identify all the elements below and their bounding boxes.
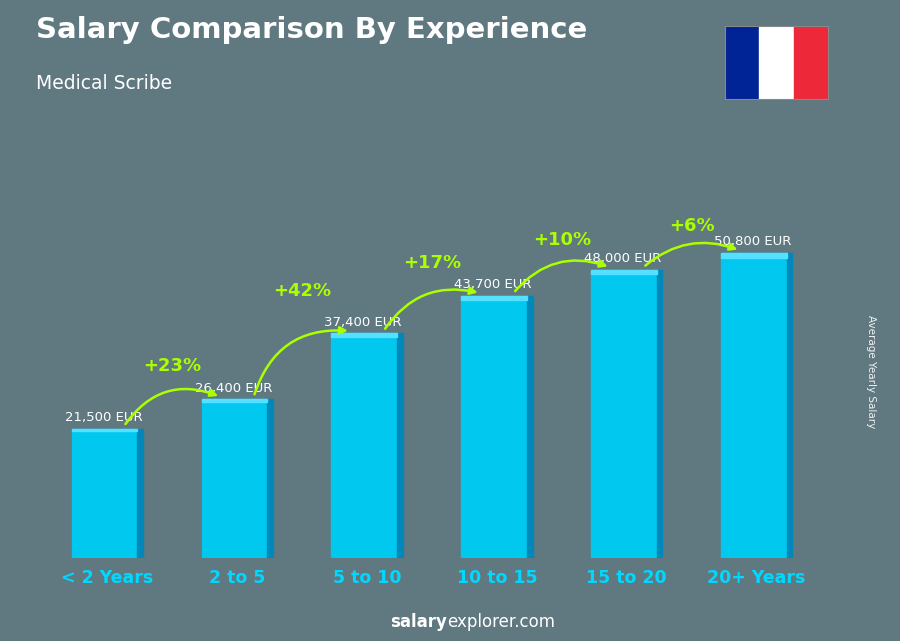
Text: Medical Scribe: Medical Scribe (36, 74, 172, 93)
Bar (202, 399, 267, 558)
Bar (202, 399, 267, 402)
Bar (794, 26, 828, 99)
Bar (724, 26, 759, 99)
Bar (461, 296, 526, 299)
Bar (657, 270, 662, 558)
Text: salary: salary (391, 613, 447, 631)
Bar (331, 333, 397, 337)
Bar (397, 333, 403, 558)
Text: 50,800 EUR: 50,800 EUR (714, 235, 791, 248)
Bar (72, 429, 138, 431)
Bar (461, 296, 526, 558)
Bar (721, 253, 787, 258)
Text: +10%: +10% (533, 231, 591, 249)
Bar (759, 26, 794, 99)
Text: 26,400 EUR: 26,400 EUR (194, 381, 272, 395)
Text: 21,500 EUR: 21,500 EUR (65, 411, 142, 424)
Bar (787, 253, 792, 558)
Text: +17%: +17% (403, 254, 461, 272)
Bar (72, 429, 138, 558)
Text: 48,000 EUR: 48,000 EUR (584, 252, 662, 265)
Bar (721, 253, 787, 558)
Bar (591, 270, 657, 558)
Bar (331, 333, 397, 558)
Text: +23%: +23% (143, 358, 202, 376)
Bar (138, 429, 143, 558)
Bar (526, 296, 533, 558)
Text: +42%: +42% (273, 283, 331, 301)
Text: explorer.com: explorer.com (447, 613, 555, 631)
Bar (267, 399, 273, 558)
Text: +6%: +6% (669, 217, 715, 235)
Text: Salary Comparison By Experience: Salary Comparison By Experience (36, 16, 587, 44)
Text: Average Yearly Salary: Average Yearly Salary (866, 315, 877, 428)
Bar (591, 270, 657, 274)
Text: 37,400 EUR: 37,400 EUR (324, 315, 402, 329)
Text: 43,700 EUR: 43,700 EUR (454, 278, 532, 291)
